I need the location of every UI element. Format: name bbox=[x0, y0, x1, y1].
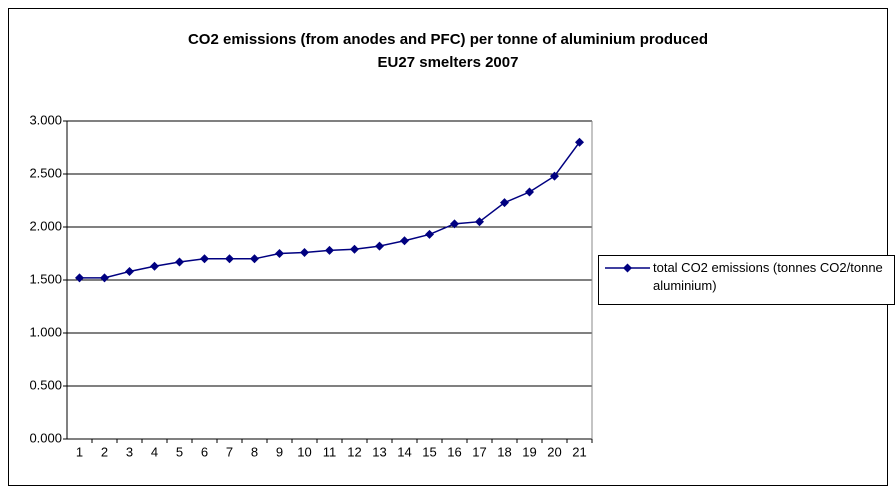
point bbox=[375, 241, 384, 251]
point bbox=[100, 273, 109, 283]
x-tick-label: 10 bbox=[297, 444, 311, 459]
point bbox=[550, 171, 559, 181]
y-tick-label: 0.000 bbox=[29, 430, 62, 445]
y-tick-label: 1.500 bbox=[29, 271, 62, 286]
point bbox=[175, 257, 184, 267]
x-tick-label: 13 bbox=[372, 444, 386, 459]
y-tick-label: 2.000 bbox=[29, 218, 62, 233]
x-tick-label: 4 bbox=[151, 444, 158, 459]
point bbox=[425, 229, 434, 239]
point bbox=[300, 247, 309, 257]
x-tick-label: 1 bbox=[76, 444, 83, 459]
x-tick-label: 7 bbox=[226, 444, 233, 459]
x-tick-label: 8 bbox=[251, 444, 258, 459]
point bbox=[125, 267, 134, 277]
point bbox=[400, 236, 409, 246]
x-tick-label: 5 bbox=[176, 444, 183, 459]
x-tick-label: 15 bbox=[422, 444, 436, 459]
x-tick-label: 6 bbox=[201, 444, 208, 459]
x-tick-label: 12 bbox=[347, 444, 361, 459]
chart-border bbox=[8, 8, 888, 486]
legend-label-box: total CO2 emissions (tonnes CO2/tonne al… bbox=[653, 260, 883, 293]
point bbox=[225, 254, 234, 264]
point bbox=[200, 254, 209, 264]
x-tick-label: 17 bbox=[472, 444, 486, 459]
point bbox=[75, 273, 84, 283]
x-tick-label: 20 bbox=[547, 444, 561, 459]
x-tick-label: 14 bbox=[397, 444, 411, 459]
point bbox=[350, 244, 359, 254]
x-tick-label: 2 bbox=[101, 444, 108, 459]
y-tick-label: 0.500 bbox=[29, 377, 62, 392]
point bbox=[450, 219, 459, 229]
x-tick-label: 19 bbox=[522, 444, 536, 459]
x-tick-label: 9 bbox=[276, 444, 283, 459]
legend-marker bbox=[623, 263, 632, 273]
x-tick-label: 3 bbox=[126, 444, 133, 459]
legend-box bbox=[598, 255, 895, 305]
x-tick-label: 16 bbox=[447, 444, 461, 459]
point bbox=[575, 137, 584, 147]
point bbox=[525, 187, 534, 197]
x-tick-label: 11 bbox=[323, 444, 337, 459]
x-tick-label: 21 bbox=[572, 444, 586, 459]
point bbox=[250, 254, 259, 264]
point bbox=[500, 198, 509, 208]
y-tick-label: 3.000 bbox=[29, 112, 62, 127]
point bbox=[150, 261, 159, 271]
point bbox=[275, 249, 284, 258]
y-tick-label: 2.500 bbox=[29, 165, 62, 180]
x-tick-label: 18 bbox=[497, 444, 511, 459]
y-tick-label: 1.000 bbox=[29, 324, 62, 339]
legend-label: total CO2 emissions (tonnes CO2/tonne al… bbox=[653, 260, 883, 293]
chart-subtitle: EU27 smelters 2007 bbox=[378, 54, 519, 71]
point bbox=[475, 217, 484, 227]
point bbox=[325, 245, 334, 255]
chart-title: CO2 emissions (from anodes and PFC) per … bbox=[188, 31, 708, 48]
